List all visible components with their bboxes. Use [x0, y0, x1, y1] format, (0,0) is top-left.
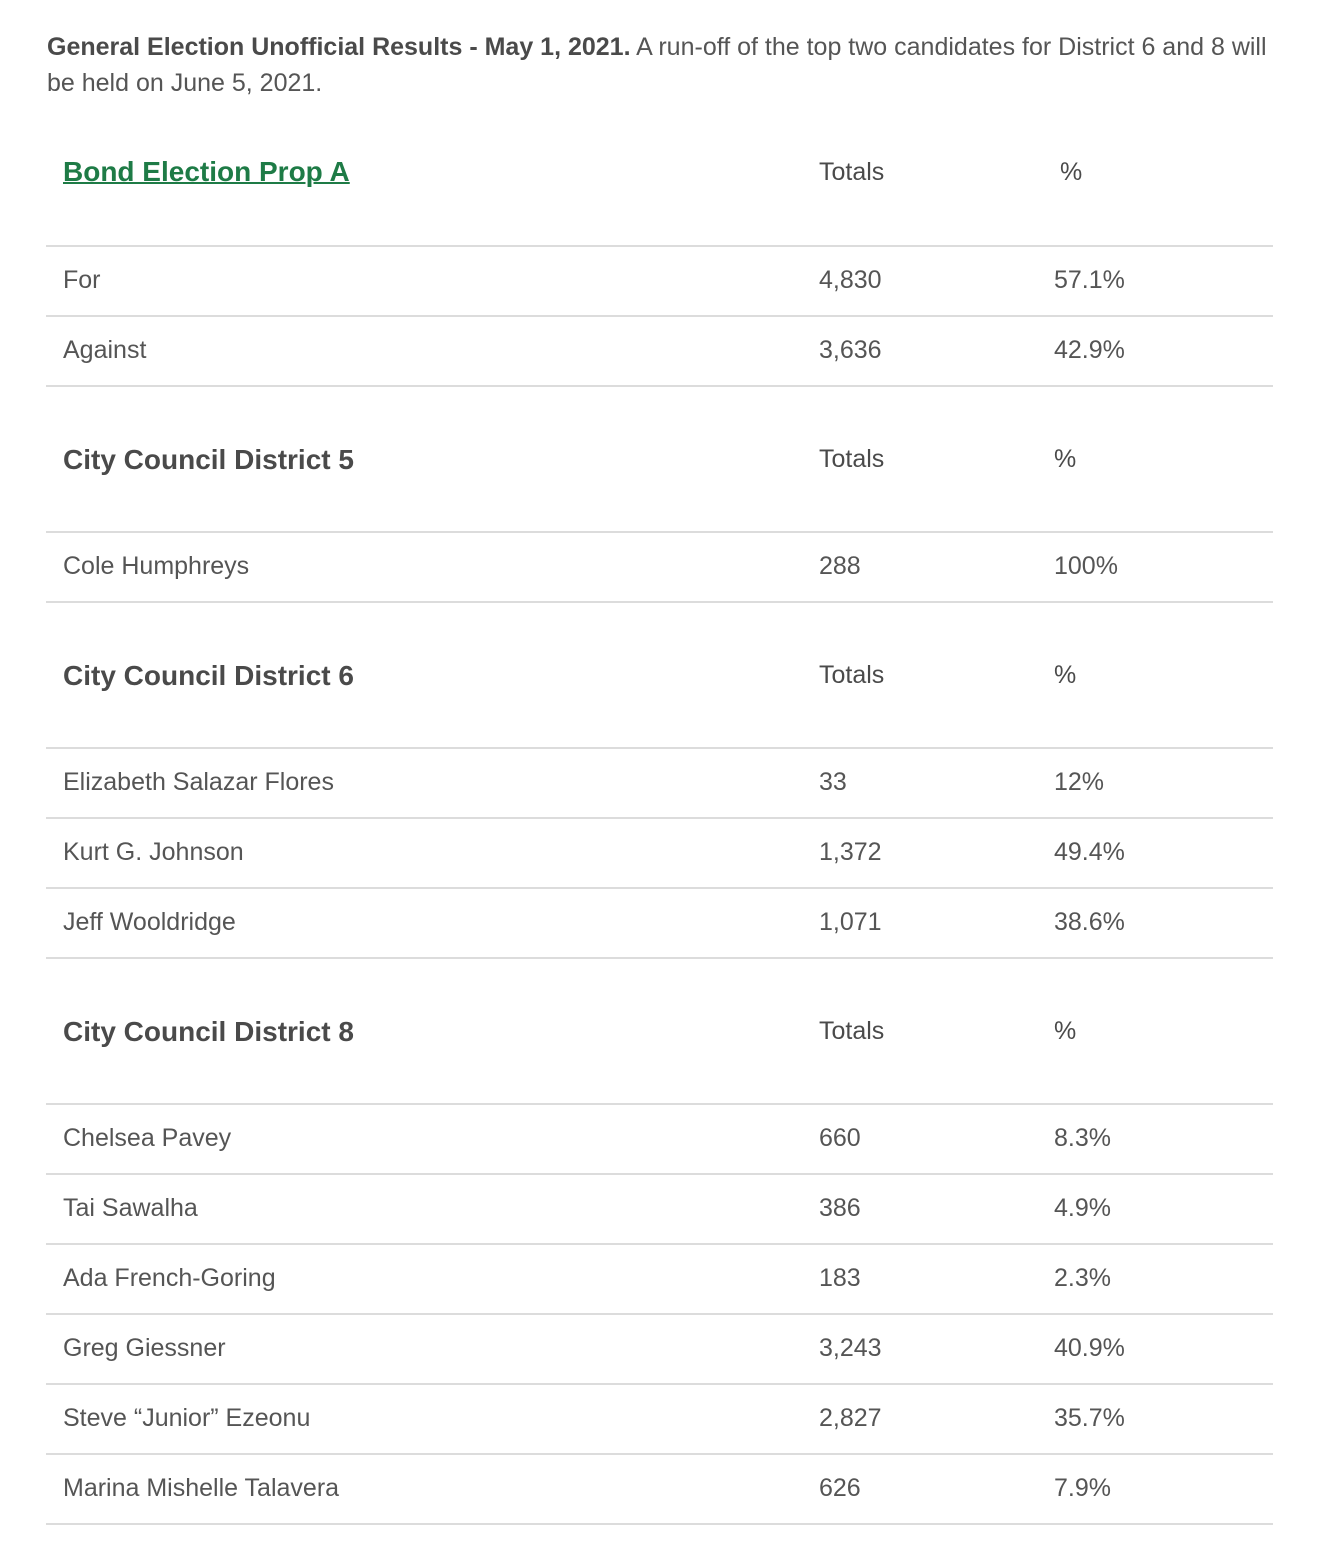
percent-header: %: [1054, 445, 1077, 473]
candidate-name: Marina Mishelle Talavera: [63, 1474, 340, 1502]
vote-percent: 7.9%: [1054, 1474, 1111, 1502]
vote-total: 3,243: [819, 1334, 882, 1362]
vote-percent: 49.4%: [1054, 838, 1125, 866]
vote-total: 4,830: [819, 266, 882, 294]
table-row: For 4,830 57.1%: [46, 247, 1273, 317]
candidate-name: Ada French-Goring: [63, 1264, 276, 1292]
section-header-bond: Bond Election Prop A Totals %: [46, 105, 1273, 247]
candidate-name: Elizabeth Salazar Flores: [63, 768, 334, 796]
vote-percent: 57.1%: [1054, 266, 1125, 294]
vote-percent: 35.7%: [1054, 1404, 1125, 1432]
section-title-bond: Bond Election Prop A: [63, 156, 350, 188]
table-row: Against 3,636 42.9%: [46, 317, 1273, 387]
candidate-name: Cole Humphreys: [63, 552, 250, 580]
vote-total: 2,827: [819, 1404, 882, 1432]
vote-percent: 2.3%: [1054, 1264, 1111, 1292]
vote-percent: 4.9%: [1054, 1194, 1111, 1222]
table-row: Greg Giessner 3,243 40.9%: [46, 1315, 1273, 1385]
vote-total: 288: [819, 552, 861, 580]
vote-percent: 12%: [1054, 768, 1105, 796]
vote-percent: 100%: [1054, 552, 1118, 580]
vote-total: 33: [819, 768, 847, 796]
candidate-name: For: [63, 266, 101, 294]
table-row: Tai Sawalha 386 4.9%: [46, 1175, 1273, 1245]
vote-percent: 42.9%: [1054, 336, 1125, 364]
vote-percent: 38.6%: [1054, 908, 1125, 936]
results-table: Bond Election Prop A Totals % For 4,830 …: [46, 105, 1273, 1525]
percent-header: %: [1060, 158, 1083, 186]
table-row: Steve “Junior” Ezeonu 2,827 35.7%: [46, 1385, 1273, 1455]
percent-header: %: [1054, 1017, 1077, 1045]
section-header-district-6: City Council District 6 Totals %: [46, 603, 1273, 749]
candidate-name: Steve “Junior” Ezeonu: [63, 1404, 311, 1432]
table-row: Cole Humphreys 288 100%: [46, 533, 1273, 603]
vote-percent: 8.3%: [1054, 1124, 1111, 1152]
candidate-name: Kurt G. Johnson: [63, 838, 244, 866]
table-row: Elizabeth Salazar Flores 33 12%: [46, 749, 1273, 819]
vote-percent: 40.9%: [1054, 1334, 1125, 1362]
vote-total: 386: [819, 1194, 861, 1222]
table-row: Marina Mishelle Talavera 626 7.9%: [46, 1455, 1273, 1525]
candidate-name: Chelsea Pavey: [63, 1124, 232, 1152]
section-header-district-8: City Council District 8 Totals %: [46, 959, 1273, 1105]
candidate-name: Against: [63, 336, 147, 364]
vote-total: 183: [819, 1264, 861, 1292]
section-title: City Council District 6: [63, 660, 354, 691]
vote-total: 660: [819, 1124, 861, 1152]
vote-total: 626: [819, 1474, 861, 1502]
totals-header: Totals: [819, 445, 885, 473]
intro-bold: General Election Unofficial Results - Ma…: [47, 33, 631, 61]
table-row: Kurt G. Johnson 1,372 49.4%: [46, 819, 1273, 889]
vote-total: 1,372: [819, 838, 882, 866]
section-title: City Council District 8: [63, 1016, 354, 1047]
vote-total: 3,636: [819, 336, 882, 364]
percent-header: %: [1054, 661, 1077, 689]
totals-header: Totals: [819, 1017, 885, 1045]
candidate-name: Tai Sawalha: [63, 1194, 198, 1222]
section-header-district-5: City Council District 5 Totals %: [46, 387, 1273, 533]
totals-header: Totals: [819, 661, 885, 689]
table-row: Ada French-Goring 183 2.3%: [46, 1245, 1273, 1315]
totals-header: Totals: [819, 158, 885, 186]
table-row: Chelsea Pavey 660 8.3%: [46, 1105, 1273, 1175]
bond-election-link[interactable]: Bond Election Prop A: [63, 156, 350, 187]
intro-text: A run-off of the top two candidates for …: [47, 33, 1267, 97]
vote-total: 1,071: [819, 908, 882, 936]
candidate-name: Jeff Wooldridge: [63, 908, 236, 936]
intro-paragraph: General Election Unofficial Results - Ma…: [47, 29, 1277, 101]
table-row: Jeff Wooldridge 1,071 38.6%: [46, 889, 1273, 959]
candidate-name: Greg Giessner: [63, 1334, 226, 1362]
section-title: City Council District 5: [63, 444, 354, 475]
